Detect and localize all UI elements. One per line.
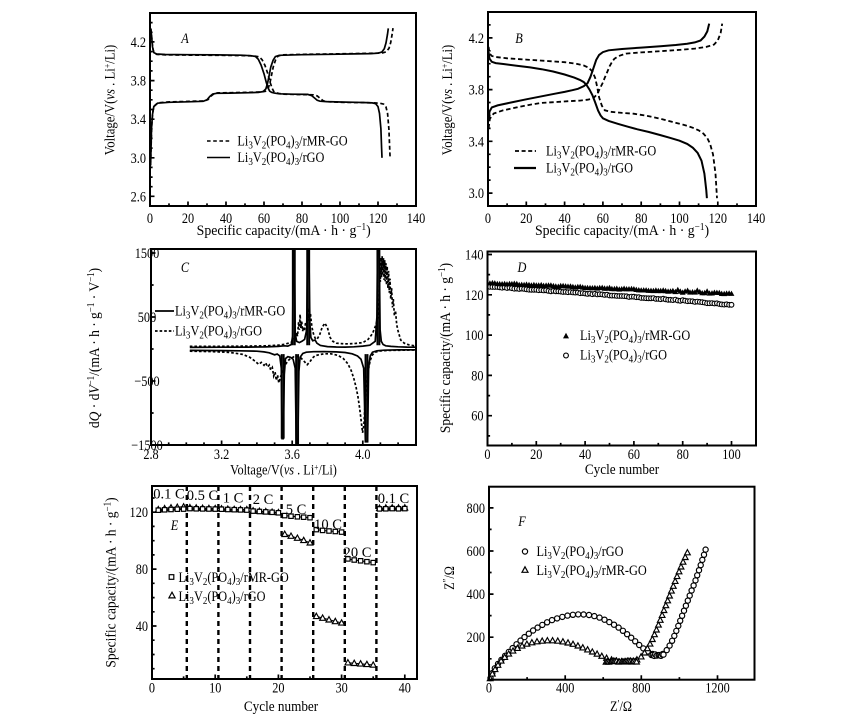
- svg-text:Li3​V2​(PO4​)3​/rGO: Li3​V2​(PO4​)3​/rGO: [537, 543, 624, 562]
- svg-text:4.2: 4.2: [131, 34, 146, 50]
- svg-text:0: 0: [147, 210, 153, 226]
- svg-text:80: 80: [471, 367, 483, 383]
- svg-text:40: 40: [558, 210, 570, 226]
- svg-text:60: 60: [628, 446, 640, 462]
- svg-text:800: 800: [632, 679, 651, 695]
- svg-text:120: 120: [465, 287, 484, 303]
- svg-text:F: F: [517, 513, 526, 529]
- svg-text:0: 0: [149, 679, 155, 695]
- svg-text:0: 0: [486, 679, 492, 695]
- svg-text:0.1 C: 0.1 C: [378, 491, 410, 507]
- svg-text:4.0: 4.0: [355, 446, 370, 462]
- svg-text:3.6: 3.6: [285, 446, 300, 462]
- svg-text:40: 40: [220, 210, 232, 226]
- svg-text:Li3​V2​(PO4​)3​/rGO: Li3​V2​(PO4​)3​/rGO: [179, 588, 266, 607]
- svg-text:Li3​V2​(PO4​)3​/rGO: Li3​V2​(PO4​)3​/rGO: [546, 159, 633, 178]
- svg-text:120: 120: [709, 210, 728, 226]
- svg-text:400: 400: [556, 679, 575, 695]
- svg-text:100: 100: [465, 327, 484, 343]
- svg-text:Cycle number: Cycle number: [244, 698, 319, 715]
- svg-text:3.4: 3.4: [469, 133, 484, 149]
- svg-text:500: 500: [138, 309, 157, 325]
- svg-text:400: 400: [467, 586, 486, 602]
- svg-text:80: 80: [296, 210, 308, 226]
- svg-text:Z′​/Ω: Z′​/Ω: [610, 698, 632, 714]
- svg-text:20: 20: [520, 210, 532, 226]
- svg-text:1200: 1200: [705, 679, 730, 695]
- svg-text:60: 60: [471, 408, 483, 424]
- svg-text:Li3​V2​(PO4​)3​/rGO: Li3​V2​(PO4​)3​/rGO: [175, 322, 262, 341]
- svg-text:3.0: 3.0: [469, 185, 484, 201]
- svg-text:600: 600: [467, 543, 486, 559]
- svg-text:0: 0: [484, 446, 490, 462]
- svg-text:3.8: 3.8: [131, 72, 146, 88]
- svg-text:0.5 C: 0.5 C: [187, 488, 219, 504]
- svg-text:20 C: 20 C: [344, 545, 372, 561]
- svg-text:60: 60: [258, 210, 270, 226]
- svg-text:0.1 C: 0.1 C: [153, 486, 185, 502]
- svg-text:Voltage/V(vs . Li+​/Li): Voltage/V(vs . Li+​/Li): [230, 461, 337, 478]
- svg-text:E: E: [170, 517, 179, 533]
- svg-text:10 C: 10 C: [314, 517, 342, 533]
- svg-text:Voltage/V(vs . Li+​/Li): Voltage/V(vs . Li+​/Li): [103, 44, 119, 155]
- svg-text:C: C: [181, 259, 190, 275]
- svg-text:5 C: 5 C: [286, 502, 307, 518]
- svg-text:800: 800: [467, 500, 486, 516]
- svg-text:60: 60: [597, 210, 609, 226]
- svg-text:10: 10: [209, 679, 221, 695]
- svg-text:2 C: 2 C: [253, 492, 274, 508]
- svg-text:2.8: 2.8: [143, 446, 158, 462]
- svg-text:3.0: 3.0: [131, 150, 146, 166]
- svg-text:Specific capacity/(mA · h · g−: Specific capacity/(mA · h · g−1​): [535, 222, 709, 239]
- svg-text:40: 40: [136, 618, 148, 634]
- svg-text:Specific capacity/(mA · h · g−: Specific capacity/(mA · h · g−1​): [437, 263, 454, 433]
- svg-text:dQ · dV−1​/(mA · h · g−1​ · V−: dQ · dV−1​/(mA · h · g−1​ · V−1​): [86, 268, 103, 429]
- svg-text:80: 80: [136, 561, 148, 577]
- svg-text:Z″​/Ω: Z″​/Ω: [441, 566, 457, 590]
- svg-text:4.2: 4.2: [469, 30, 484, 46]
- svg-text:20: 20: [182, 210, 194, 226]
- svg-text:Li3​V2​(PO4​)3​/rGO: Li3​V2​(PO4​)3​/rGO: [580, 346, 667, 365]
- svg-text:30: 30: [335, 679, 347, 695]
- svg-text:D: D: [517, 259, 527, 275]
- svg-text:140: 140: [407, 210, 426, 226]
- svg-text:B: B: [515, 30, 523, 46]
- svg-text:1500: 1500: [135, 245, 160, 261]
- svg-text:200: 200: [467, 629, 486, 645]
- svg-text:1 C: 1 C: [223, 490, 244, 506]
- svg-text:Specific capacity/(mA · h · g−: Specific capacity/(mA · h · g−1​): [197, 222, 371, 239]
- svg-text:3.2: 3.2: [214, 446, 229, 462]
- svg-text:A: A: [180, 30, 189, 46]
- svg-text:−500: −500: [134, 373, 159, 389]
- svg-text:20: 20: [272, 679, 284, 695]
- svg-text:120: 120: [130, 504, 149, 520]
- svg-text:100: 100: [670, 210, 689, 226]
- svg-text:100: 100: [331, 210, 350, 226]
- svg-text:Cycle number: Cycle number: [585, 461, 660, 478]
- svg-text:−1500: −1500: [131, 437, 163, 453]
- svg-text:Li3​V2​(PO4​)3​/rGO: Li3​V2​(PO4​)3​/rGO: [237, 149, 324, 168]
- svg-text:3.8: 3.8: [469, 81, 484, 97]
- svg-text:40: 40: [399, 679, 411, 695]
- svg-text:2.6: 2.6: [131, 188, 146, 204]
- svg-text:100: 100: [722, 446, 741, 462]
- svg-text:3.4: 3.4: [131, 111, 146, 127]
- svg-text:80: 80: [677, 446, 689, 462]
- svg-text:40: 40: [579, 446, 591, 462]
- svg-text:80: 80: [635, 210, 647, 226]
- svg-text:0: 0: [485, 210, 491, 226]
- svg-text:Voltage/V(vs . Li+​/Li): Voltage/V(vs . Li+​/Li): [440, 44, 456, 155]
- svg-text:Specific capacity/(mA · h · g−: Specific capacity/(mA · h · g−1​): [103, 497, 120, 667]
- svg-text:20: 20: [530, 446, 542, 462]
- svg-text:140: 140: [747, 210, 766, 226]
- svg-text:120: 120: [369, 210, 388, 226]
- svg-text:140: 140: [465, 246, 484, 262]
